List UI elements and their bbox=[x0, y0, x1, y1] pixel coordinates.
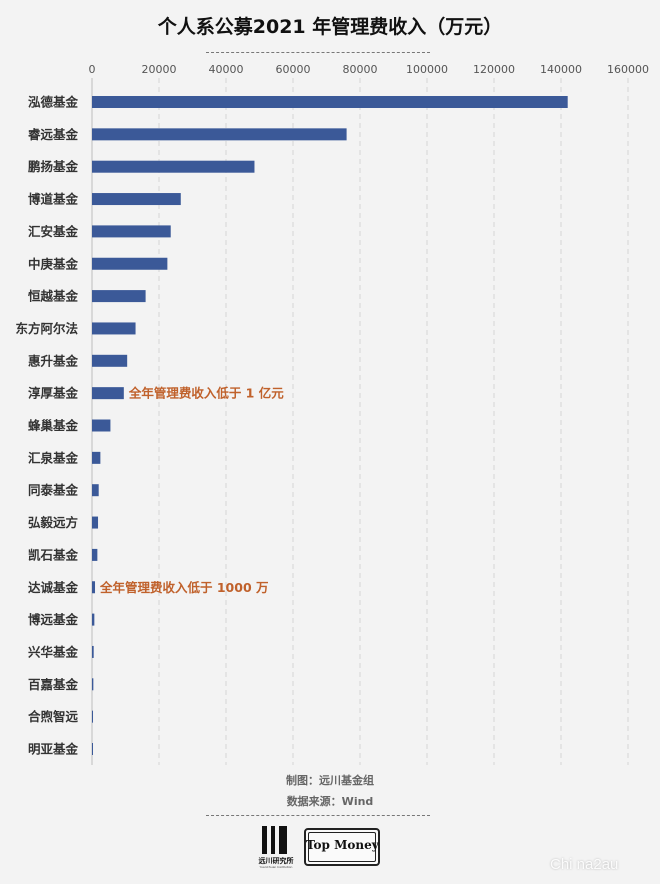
category-label: 泓德基金 bbox=[28, 95, 79, 110]
category-label: 弘毅远方 bbox=[28, 515, 78, 530]
topmoney-logo: Top Money bbox=[304, 828, 380, 866]
category-label: 淳厚基金 bbox=[28, 386, 79, 401]
category-label: 睿远基金 bbox=[28, 127, 79, 142]
data-source: 数据来源：Wind bbox=[286, 795, 374, 808]
bar bbox=[92, 516, 99, 529]
category-label: 达诚基金 bbox=[28, 580, 79, 595]
chart-maker-credit: 制图：远川基金组 bbox=[286, 774, 374, 787]
bar bbox=[92, 96, 568, 108]
category-label: 兴华基金 bbox=[28, 644, 79, 659]
bar bbox=[92, 225, 171, 238]
chart-title: 个人系公募2021 年管理费收入（万元） bbox=[157, 16, 503, 38]
bar bbox=[92, 322, 136, 335]
bar bbox=[92, 451, 101, 464]
annotation-label: 全年管理费收入低于 1000 万 bbox=[99, 580, 269, 595]
footer-divider bbox=[206, 815, 430, 816]
watermark: Chi na2au bbox=[550, 856, 619, 873]
x-tick-label: 80000 bbox=[343, 63, 378, 76]
yuanchuan-logo-subtext: YuanChuan Institution bbox=[259, 865, 293, 869]
category-label: 中庚基金 bbox=[28, 256, 79, 271]
bar bbox=[92, 354, 128, 367]
x-tick-label: 160000 bbox=[607, 63, 649, 76]
yuanchuan-logo: 远川研究所 YuanChuan Institution bbox=[254, 826, 296, 870]
category-label: 东方阿尔法 bbox=[15, 321, 78, 336]
category-label: 恒越基金 bbox=[28, 289, 79, 304]
bar bbox=[92, 160, 255, 173]
bar bbox=[92, 387, 124, 400]
x-tick-label: 40000 bbox=[209, 63, 244, 76]
bar bbox=[92, 710, 94, 723]
annotation-label: 全年管理费收入低于 1 亿元 bbox=[128, 386, 284, 401]
x-tick-label: 60000 bbox=[276, 63, 311, 76]
yuanchuan-logo-text: 远川研究所 bbox=[258, 857, 294, 865]
bar bbox=[92, 484, 99, 497]
category-label: 明亚基金 bbox=[28, 742, 79, 757]
category-label: 百嘉基金 bbox=[28, 677, 79, 692]
category-label: 汇泉基金 bbox=[28, 450, 79, 465]
bar bbox=[92, 678, 94, 691]
x-tick-label: 20000 bbox=[142, 63, 177, 76]
bar bbox=[92, 548, 98, 561]
bar-chart: 0 20000 40000 60000 80000 100000 120000 140000 1… bbox=[15, 63, 649, 765]
category-label: 蜂巢基金 bbox=[28, 418, 79, 433]
category-label: 合煦智远 bbox=[28, 709, 79, 724]
bar bbox=[92, 743, 93, 755]
topmoney-logo-text: Top Money bbox=[306, 838, 379, 852]
bar bbox=[92, 128, 347, 141]
bar bbox=[92, 645, 94, 658]
category-label: 凯石基金 bbox=[28, 547, 79, 562]
category-label: 鹏扬基金 bbox=[28, 159, 79, 174]
category-label: 同泰基金 bbox=[28, 483, 79, 498]
bar bbox=[92, 419, 111, 432]
bar bbox=[92, 193, 181, 206]
bar bbox=[92, 257, 168, 270]
bar bbox=[92, 290, 146, 303]
category-label: 惠升基金 bbox=[28, 353, 79, 368]
x-tick-label: 140000 bbox=[540, 63, 582, 76]
x-tick-label: 0 bbox=[89, 63, 96, 76]
bar bbox=[92, 581, 96, 594]
category-label: 汇安基金 bbox=[28, 224, 79, 239]
x-tick-label: 120000 bbox=[473, 63, 515, 76]
bar bbox=[92, 613, 95, 626]
category-label: 博道基金 bbox=[28, 192, 79, 207]
title-divider bbox=[206, 52, 430, 53]
category-label: 博远基金 bbox=[28, 612, 79, 627]
x-tick-label: 100000 bbox=[406, 63, 448, 76]
